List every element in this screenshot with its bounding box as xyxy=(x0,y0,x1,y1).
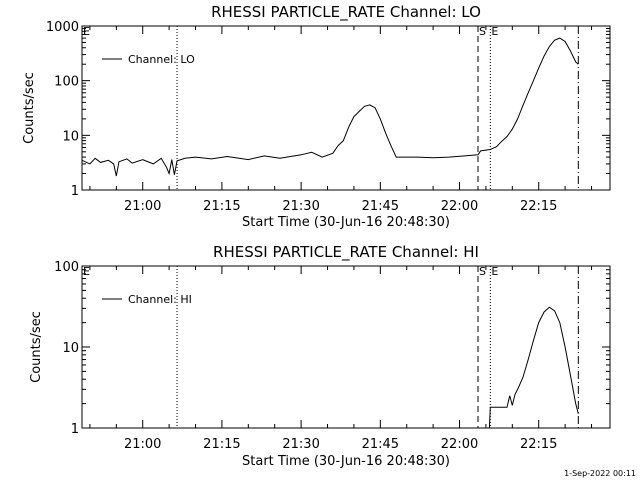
x-tick-label: 21:45 xyxy=(362,437,399,452)
series-line xyxy=(488,306,579,429)
x-tick-label: 21:15 xyxy=(203,437,240,452)
time-marker-label: E xyxy=(491,25,498,38)
x-tick-label: 21:15 xyxy=(203,199,240,214)
x-tick-label: 21:00 xyxy=(124,437,161,452)
time-marker-label: E xyxy=(491,265,498,278)
legend-label: Channel: HI xyxy=(128,293,192,306)
x-tick-label: 21:00 xyxy=(124,199,161,214)
y-axis-label: Counts/sec xyxy=(22,72,37,144)
x-tick-label: 22:00 xyxy=(441,437,478,452)
x-tick-label: 22:15 xyxy=(520,199,557,214)
x-tick-label: 22:15 xyxy=(520,437,557,452)
time-marker-label: E xyxy=(83,265,90,278)
x-tick-label: 21:45 xyxy=(362,199,399,214)
legend-label: Channel: LO xyxy=(128,53,195,66)
y-tick-label: 10 xyxy=(62,341,79,356)
x-axis-label: Start Time (30-Jun-16 20:48:30) xyxy=(242,454,450,469)
panel-hi: RHESSI PARTICLE_RATE Channel: HI 1 10 100 Co… xyxy=(29,243,611,469)
time-marker-label: S xyxy=(479,25,486,38)
plot-frame xyxy=(81,25,611,191)
y-axis-label: Counts/sec xyxy=(29,311,44,383)
x-tick-label: 21:30 xyxy=(282,199,319,214)
y-tick-label: 100 xyxy=(54,260,79,275)
footer-timestamp: 1-Sep-2022 00:11 xyxy=(564,469,636,478)
y-tick-label: 1000 xyxy=(46,20,79,35)
plot-frame xyxy=(81,265,611,429)
panel-lo: RHESSI PARTICLE_RATE Channel: LO 1 10 100 10… xyxy=(22,3,611,230)
series-line xyxy=(81,37,579,177)
y-tick-label: 1 xyxy=(71,422,79,437)
chart-title: RHESSI PARTICLE_RATE Channel: LO xyxy=(211,3,481,22)
time-marker-label: S xyxy=(479,265,486,278)
y-tick-label: 100 xyxy=(54,75,79,90)
time-marker-label: E xyxy=(83,25,90,38)
y-tick-label: 10 xyxy=(62,129,79,144)
x-tick-label: 22:00 xyxy=(441,199,478,214)
y-tick-label: 1 xyxy=(71,184,79,199)
x-tick-label: 21:30 xyxy=(282,437,319,452)
x-axis-label: Start Time (30-Jun-16 20:48:30) xyxy=(242,215,450,230)
chart-title: RHESSI PARTICLE_RATE Channel: HI xyxy=(213,243,479,262)
